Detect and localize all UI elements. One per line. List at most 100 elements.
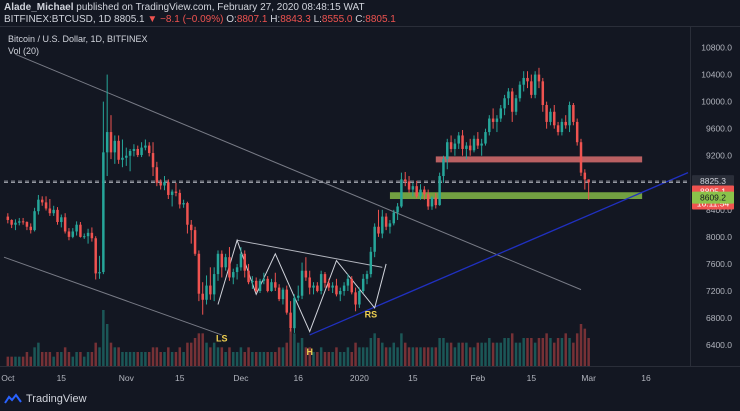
price-tick-label: 6400.0 bbox=[706, 340, 732, 350]
candle-body bbox=[186, 203, 189, 225]
descending-channel-top-line bbox=[15, 53, 582, 291]
volume-bar bbox=[40, 352, 44, 366]
candle-body bbox=[189, 224, 193, 231]
tradingview-logo[interactable]: TradingView bbox=[4, 393, 87, 405]
volume-bar bbox=[94, 342, 97, 366]
volume-bar bbox=[350, 352, 353, 366]
volume-bar bbox=[392, 342, 396, 366]
volume-bar bbox=[163, 352, 166, 366]
candle-body bbox=[457, 135, 460, 144]
candle-body bbox=[277, 287, 281, 300]
volume-indicator-label: Vol (20) bbox=[8, 46, 39, 56]
candle-body bbox=[587, 179, 590, 183]
time-axis[interactable]: Oct 15 Nov 15 Dec 16 2020 15 Feb 15 Mar 16 bbox=[1, 373, 651, 383]
candle-body bbox=[125, 155, 128, 158]
volume-bar bbox=[568, 338, 571, 366]
volume-bar bbox=[125, 352, 128, 366]
candle-body bbox=[449, 142, 453, 149]
candle-body bbox=[373, 226, 376, 252]
candle-body bbox=[90, 232, 94, 239]
candle-body bbox=[105, 132, 109, 153]
volume-bar bbox=[209, 347, 212, 366]
candle-body bbox=[216, 253, 220, 275]
candle-body bbox=[209, 285, 212, 295]
candle-body bbox=[342, 285, 346, 291]
volume-bar bbox=[339, 352, 342, 366]
volume-bar bbox=[136, 352, 139, 366]
candle-body bbox=[377, 226, 380, 234]
candle-body bbox=[384, 216, 388, 227]
volume-bar bbox=[499, 342, 503, 366]
candle-body bbox=[56, 209, 59, 223]
volume-bar bbox=[503, 338, 506, 366]
volume-bar bbox=[63, 347, 67, 366]
volume-bar bbox=[400, 333, 403, 366]
candle-body bbox=[289, 312, 292, 329]
candle-body bbox=[572, 105, 575, 122]
volume-bar bbox=[21, 356, 25, 366]
volume-bar bbox=[484, 342, 487, 366]
price-tick-label: 10400.0 bbox=[701, 70, 732, 80]
volume-bar bbox=[79, 352, 82, 366]
volume-bar bbox=[296, 342, 300, 366]
candle-body bbox=[48, 208, 52, 214]
descending-channel-bottom-line bbox=[3, 256, 222, 336]
price-chart[interactable]: Bitcoin / U.S. Dollar, 1D, BITFINEX Vol … bbox=[0, 26, 740, 389]
candle-body bbox=[262, 278, 266, 281]
candle-body bbox=[468, 145, 472, 151]
volume-bar bbox=[170, 352, 174, 366]
low-label: L: bbox=[313, 14, 322, 25]
candle-body bbox=[33, 211, 36, 231]
candle-body bbox=[415, 186, 418, 197]
candle-body bbox=[419, 189, 422, 197]
candle-body bbox=[201, 293, 204, 300]
price-tick-label: 8400.0 bbox=[706, 205, 732, 215]
time-tick-label: 16 bbox=[641, 373, 651, 383]
candle-body bbox=[18, 221, 21, 223]
volume-bar bbox=[522, 338, 525, 366]
candle-body bbox=[29, 226, 32, 231]
publish-info: Alade_Michael published on TradingView.c… bbox=[4, 2, 365, 13]
volume-bar bbox=[167, 347, 170, 366]
volume-bar bbox=[381, 342, 384, 366]
support-zone bbox=[389, 192, 643, 200]
candle-body bbox=[296, 295, 300, 298]
volume-bar bbox=[419, 347, 422, 366]
volume-bar bbox=[37, 342, 40, 366]
volume-bar bbox=[193, 338, 197, 366]
volume-bar bbox=[247, 347, 250, 366]
trendline-layer bbox=[3, 53, 689, 336]
volume-bar bbox=[553, 342, 556, 366]
candle-body bbox=[319, 274, 323, 291]
time-tick-label: Mar bbox=[581, 373, 596, 383]
price-tag-box bbox=[692, 175, 734, 188]
candle-body bbox=[503, 98, 506, 109]
volume-bar bbox=[220, 347, 224, 366]
volume-bar bbox=[159, 352, 162, 366]
candle-body bbox=[220, 253, 224, 268]
volume-bar bbox=[224, 352, 227, 366]
volume-bar bbox=[67, 352, 71, 366]
time-tick-label: Dec bbox=[233, 373, 249, 383]
volume-bar bbox=[514, 342, 518, 366]
volume-bar bbox=[33, 347, 36, 366]
candle-body bbox=[411, 186, 415, 190]
volume-bar bbox=[117, 347, 120, 366]
price-tick-label: 9200.0 bbox=[706, 151, 732, 161]
volume-bar bbox=[300, 338, 304, 366]
candle-body bbox=[155, 167, 159, 183]
pattern-label: LS bbox=[216, 334, 228, 344]
pattern-label: RS bbox=[365, 309, 378, 319]
volume-bar bbox=[29, 356, 32, 366]
candle-body bbox=[316, 285, 319, 291]
volume-bar bbox=[14, 356, 17, 366]
volume-bar bbox=[44, 352, 48, 366]
volume-bar bbox=[560, 338, 564, 366]
candle-body bbox=[71, 231, 75, 237]
volume-bar bbox=[537, 338, 541, 366]
candle-body bbox=[583, 172, 587, 180]
volume-bar bbox=[254, 352, 258, 366]
author-name[interactable]: Alade_Michael bbox=[4, 2, 74, 13]
volume-bar bbox=[270, 352, 273, 366]
